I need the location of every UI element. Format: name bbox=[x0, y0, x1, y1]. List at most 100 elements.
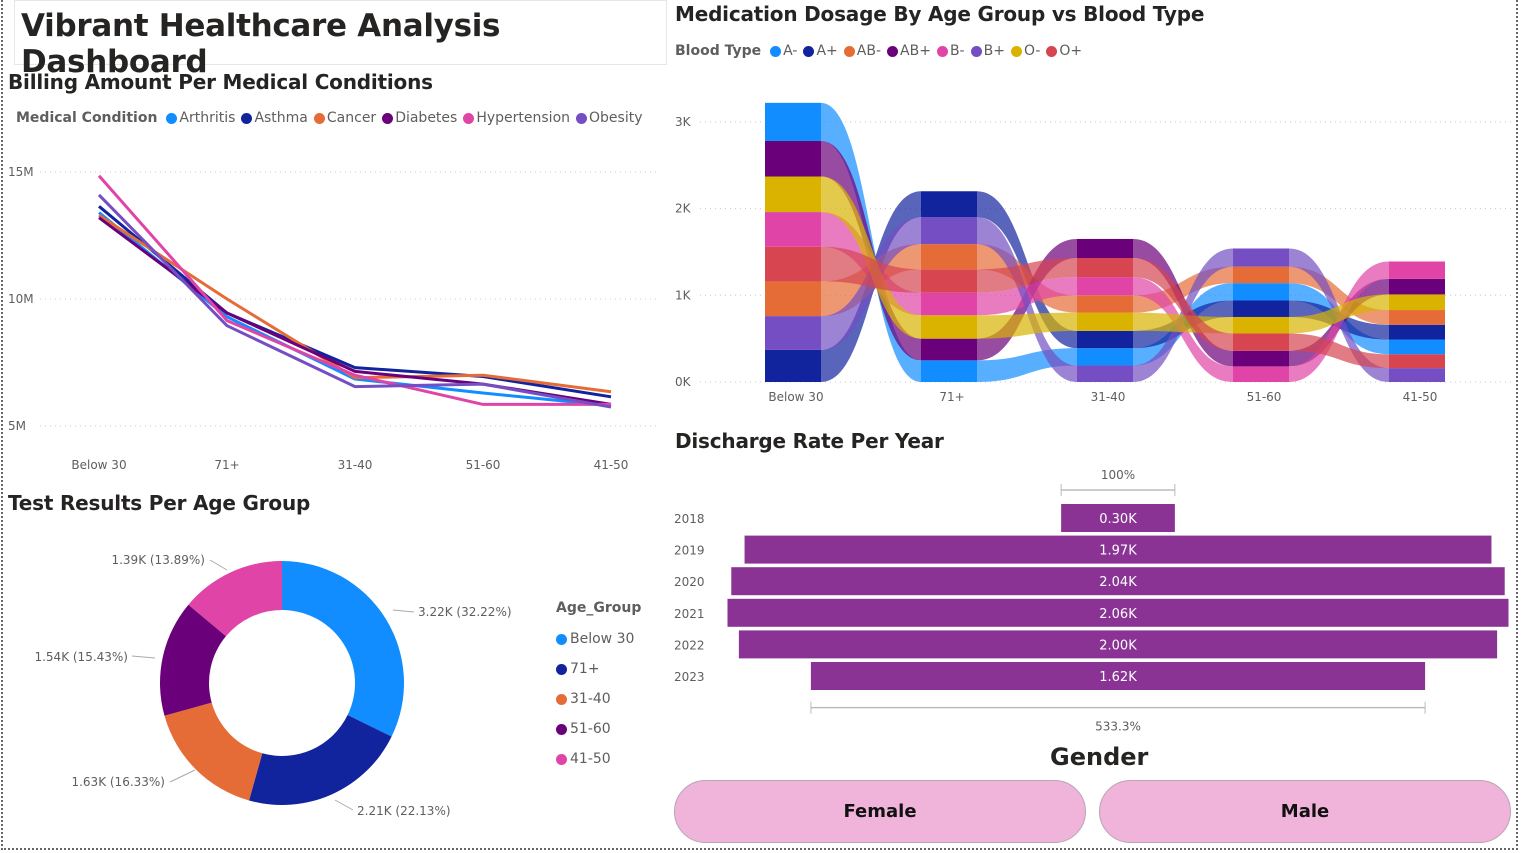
legend-item[interactable]: Cancer bbox=[313, 110, 376, 126]
funnel-data-label: 2.00K bbox=[1099, 638, 1137, 653]
ribbon-segment-AB-[interactable] bbox=[1077, 295, 1133, 313]
ribbon-segment-B-[interactable] bbox=[921, 292, 977, 316]
ribbon-segment-AB+[interactable] bbox=[765, 140, 821, 177]
x-tick-label: 31-40 bbox=[338, 458, 373, 472]
ribbon-segment-A+[interactable] bbox=[1077, 330, 1133, 349]
ribbon-segment-AB-[interactable] bbox=[1389, 310, 1445, 325]
x-tick-label: Below 30 bbox=[768, 390, 823, 404]
donut-slice-31-40[interactable] bbox=[164, 702, 263, 801]
legend-item[interactable]: B- bbox=[936, 43, 965, 59]
ribbon-segment-O-[interactable] bbox=[765, 176, 821, 213]
legend-item[interactable]: Asthma bbox=[241, 110, 308, 126]
series-line-hypertension[interactable] bbox=[97, 174, 611, 406]
y-tick-label: 2K bbox=[675, 202, 692, 216]
funnel-bar-2021[interactable] bbox=[727, 598, 1509, 627]
legend-item[interactable]: O+ bbox=[1046, 43, 1082, 59]
ribbon-segment-O-[interactable] bbox=[1233, 316, 1289, 334]
funnel-chart-title: Discharge Rate Per Year bbox=[675, 429, 944, 453]
legend-item[interactable]: Diabetes bbox=[382, 110, 457, 126]
ribbon-segment-B+[interactable] bbox=[765, 316, 821, 350]
ribbon-O+[interactable] bbox=[977, 258, 1077, 293]
funnel-chart: 100% 0.30K 2018 1.97K 2019 2.04K 2020 2.06K 2021… bbox=[674, 468, 1509, 734]
funnel-bar-2018[interactable] bbox=[1061, 504, 1175, 532]
legend-item[interactable]: B+ bbox=[970, 43, 1005, 59]
legend-item[interactable]: Arthritis bbox=[166, 110, 235, 126]
ribbon-O+[interactable] bbox=[1133, 258, 1233, 351]
legend-item[interactable]: Obesity bbox=[576, 110, 643, 126]
ribbon-segment-AB-[interactable] bbox=[921, 244, 977, 270]
legend-item[interactable]: 71+ bbox=[556, 654, 641, 684]
ribbon-segment-B-[interactable] bbox=[1077, 277, 1133, 296]
legend-item[interactable]: AB- bbox=[843, 43, 881, 59]
gender-male-button[interactable]: Male bbox=[1099, 780, 1511, 843]
ribbon-segment-O+[interactable] bbox=[765, 246, 821, 282]
legend-label: Obesity bbox=[589, 110, 643, 126]
ribbon-segment-A+[interactable] bbox=[1389, 324, 1445, 340]
ribbon-segment-A-[interactable] bbox=[921, 360, 977, 382]
ribbon-segment-AB+[interactable] bbox=[1077, 238, 1133, 259]
ribbon-O+[interactable] bbox=[1289, 333, 1389, 369]
ribbon-segment-B-[interactable] bbox=[1389, 261, 1445, 279]
ribbon-segment-AB+[interactable] bbox=[1389, 278, 1445, 295]
ribbon-segment-B-[interactable] bbox=[765, 212, 821, 247]
ribbon-segment-A-[interactable] bbox=[765, 102, 821, 141]
donut-data-label: 1.63K (16.33%) bbox=[71, 775, 165, 789]
legend-item[interactable]: Hypertension bbox=[463, 110, 570, 126]
ribbon-segment-B+[interactable] bbox=[1389, 368, 1445, 382]
ribbon-O-[interactable] bbox=[821, 176, 921, 339]
series-line-obesity[interactable] bbox=[97, 193, 612, 409]
legend-item[interactable]: AB+ bbox=[887, 43, 931, 59]
ribbon-segment-O+[interactable] bbox=[921, 269, 977, 293]
funnel-bar-2022[interactable] bbox=[738, 630, 1498, 659]
ribbon-B+[interactable] bbox=[977, 217, 1077, 382]
ribbon-segment-O+[interactable] bbox=[1389, 354, 1445, 369]
ribbon-segment-A-[interactable] bbox=[1233, 283, 1289, 301]
legend-item[interactable]: A+ bbox=[803, 43, 838, 59]
ribbon-segment-B+[interactable] bbox=[1077, 365, 1133, 382]
legend-item[interactable]: A- bbox=[770, 43, 797, 59]
ribbon-segment-A-[interactable] bbox=[1389, 339, 1445, 355]
ribbon-segment-O+[interactable] bbox=[1077, 258, 1133, 278]
series-line-cancer[interactable] bbox=[98, 213, 612, 394]
title-card: Vibrant Healthcare Analysis Dashboard bbox=[14, 0, 667, 80]
series-line-asthma[interactable] bbox=[98, 205, 612, 399]
legend-dot-icon bbox=[166, 112, 178, 124]
ribbon-segment-O+[interactable] bbox=[1233, 333, 1289, 351]
ribbon-O+[interactable] bbox=[821, 246, 921, 293]
donut-data-label: 2.21K (22.13%) bbox=[357, 804, 451, 818]
x-tick-label: 71+ bbox=[939, 390, 964, 404]
ribbon-segment-AB+[interactable] bbox=[921, 338, 977, 361]
donut-slice-51-60[interactable] bbox=[159, 604, 227, 716]
funnel-bar-2020[interactable] bbox=[731, 567, 1505, 596]
ribbon-segment-AB+[interactable] bbox=[1233, 350, 1289, 367]
ribbon-segment-A-[interactable] bbox=[1077, 348, 1133, 366]
legend-item[interactable]: 41-50 bbox=[556, 744, 641, 774]
funnel-category-label: 2021 bbox=[674, 607, 705, 621]
ribbon-segment-O-[interactable] bbox=[921, 315, 977, 339]
donut-slice-71+[interactable] bbox=[249, 715, 392, 805]
ribbon-segment-A+[interactable] bbox=[1233, 300, 1289, 317]
ribbon-O-[interactable] bbox=[977, 312, 1077, 339]
leader-line bbox=[209, 559, 228, 571]
legend-item[interactable]: Below 30 bbox=[556, 624, 641, 654]
ribbon-segment-B+[interactable] bbox=[1233, 248, 1289, 267]
ribbon-segment-O-[interactable] bbox=[1077, 312, 1133, 331]
funnel-bar-2019[interactable] bbox=[744, 535, 1492, 564]
ribbon-segment-B-[interactable] bbox=[1233, 366, 1289, 382]
legend-dot-icon bbox=[803, 45, 815, 57]
funnel-bar-2023[interactable] bbox=[810, 662, 1426, 690]
donut-slice-below-30[interactable] bbox=[282, 561, 404, 737]
ribbon-segment-A+[interactable] bbox=[921, 191, 977, 218]
ribbon-segment-A+[interactable] bbox=[765, 349, 821, 382]
ribbon-segment-AB-[interactable] bbox=[1233, 266, 1289, 284]
donut-slice-41-50[interactable] bbox=[188, 561, 282, 637]
ribbon-segment-B+[interactable] bbox=[921, 217, 977, 245]
legend-item[interactable]: O- bbox=[1010, 43, 1040, 59]
gender-female-button[interactable]: Female bbox=[674, 780, 1086, 843]
donut-legend: Age_Group Below 30 71+ 31-40 51-60 41-50 bbox=[556, 600, 641, 774]
ribbon-segment-AB-[interactable] bbox=[765, 281, 821, 317]
legend-item[interactable]: 51-60 bbox=[556, 714, 641, 744]
ribbon-O-[interactable] bbox=[1289, 294, 1389, 334]
ribbon-segment-O-[interactable] bbox=[1389, 294, 1445, 311]
legend-item[interactable]: 31-40 bbox=[556, 684, 641, 714]
